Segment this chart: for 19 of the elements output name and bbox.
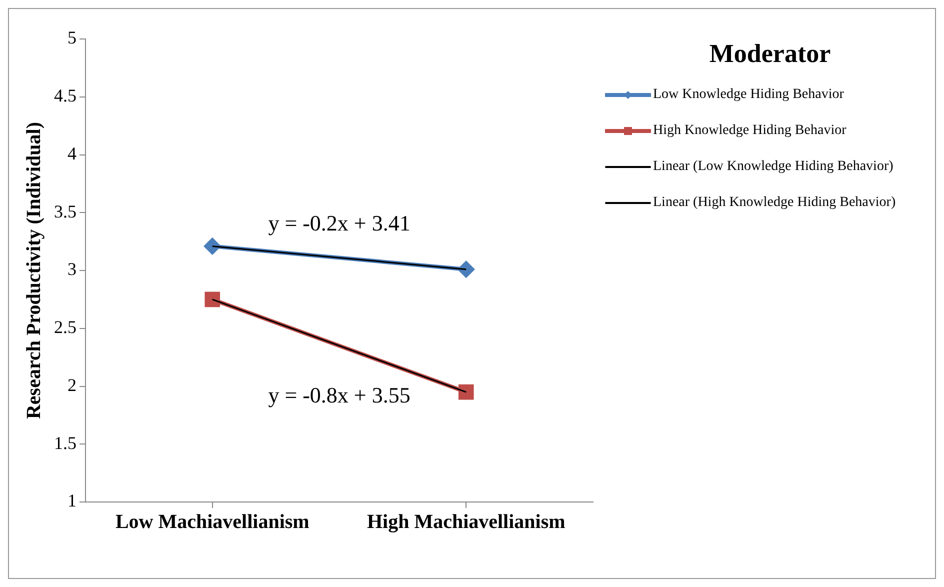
y-tick-label: 3 [68, 259, 76, 280]
y-tick-label: 4.5 [54, 86, 76, 106]
y-tick-label: 1 [68, 490, 76, 511]
y-tick-label: 2 [68, 374, 76, 395]
y-tick-label: 2.5 [54, 317, 76, 338]
legend-label: High Knowledge Hiding Behavior [653, 123, 846, 139]
annotation: y = -0.2x + 3.41 [268, 210, 410, 236]
y-tick-label: 1.5 [54, 432, 76, 453]
y-tick-label: 5 [68, 28, 76, 48]
annotation: y = -0.8x + 3.55 [268, 382, 410, 408]
x-tick-label: High Machiavellianism [366, 511, 566, 534]
legend-label: Linear (Low Knowledge Hiding Behavior) [653, 159, 894, 175]
y-tick-label: 3.5 [54, 201, 76, 222]
legend-label: Linear (High Knowledge Hiding Behavior) [653, 195, 896, 211]
y-axis-title: Research Productivity (Individual) [23, 122, 46, 420]
legend-label: Low Knowledge Hiding Behavior [653, 87, 844, 103]
legend-title: Moderator [708, 39, 832, 69]
y-tick-label: 4 [68, 143, 76, 164]
x-tick-label: Low Machiavellianism [115, 511, 310, 534]
